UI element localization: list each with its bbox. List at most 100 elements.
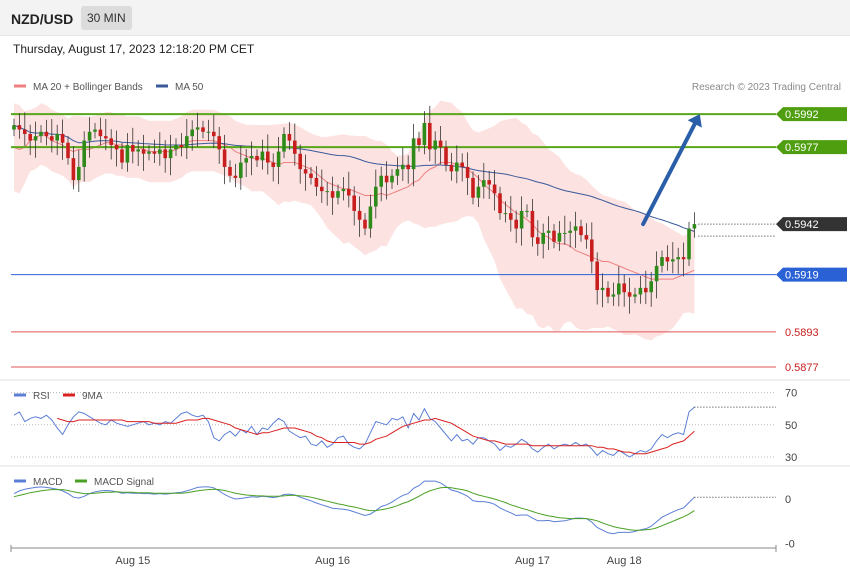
candle-body <box>104 136 108 139</box>
candle-body <box>633 294 637 297</box>
level-tag-0.5919 <box>776 267 847 282</box>
candle-body <box>174 144 178 150</box>
candle-body <box>87 131 92 141</box>
candle-body <box>222 149 227 167</box>
candle-body <box>638 287 643 295</box>
candle-body <box>476 186 481 198</box>
candle-body <box>212 131 216 137</box>
macd-tick-0: 0 <box>785 494 791 506</box>
candle-body <box>17 125 22 130</box>
candle-body <box>671 259 675 262</box>
candle-body <box>622 283 626 293</box>
copyright-text: Research © 2023 Trading Central <box>692 82 841 93</box>
candle-body <box>654 265 659 282</box>
candle-body <box>509 213 513 220</box>
candle-body <box>228 166 232 176</box>
candle-body <box>260 151 265 161</box>
candle-body <box>77 166 81 181</box>
legend-rsi-label: RSI <box>33 391 50 402</box>
candle-body <box>444 147 448 165</box>
candle-body <box>320 186 324 192</box>
rsi-ma-line <box>57 417 695 455</box>
candle-body <box>93 129 97 132</box>
candle-body <box>298 153 302 170</box>
candle-body <box>417 138 421 145</box>
candle-body <box>546 230 551 233</box>
level-label-0.5977: 0.5977 <box>785 142 819 154</box>
level-label-0.5893: 0.5893 <box>785 327 819 339</box>
level-label-0.5992: 0.5992 <box>785 109 819 121</box>
candle-body <box>12 125 16 130</box>
legend-rsi-ma-swatch <box>63 393 75 397</box>
candle-body <box>379 175 383 187</box>
candle-body <box>428 122 432 150</box>
candle-body <box>692 224 697 229</box>
candle-body <box>152 151 157 154</box>
legend-macd-signal-label: MACD Signal <box>94 477 154 488</box>
candle-body <box>114 144 119 150</box>
candle-body <box>233 175 238 178</box>
candle-body <box>330 191 335 198</box>
candle-body <box>244 158 248 163</box>
candle-body <box>131 144 135 152</box>
candle-body <box>525 210 529 212</box>
chart-header: NZD/USD 30 MIN <box>0 0 850 36</box>
candle-body <box>363 219 367 229</box>
candle-body <box>125 144 130 163</box>
candle-body <box>347 188 351 196</box>
candle-body <box>303 169 308 174</box>
candle-body <box>357 210 362 220</box>
x-tick-label: Aug 15 <box>115 555 150 567</box>
candle-body <box>552 230 556 242</box>
candle-body <box>201 127 205 132</box>
candle-body <box>611 294 616 297</box>
candle-body <box>590 239 594 262</box>
candle-body <box>422 122 427 145</box>
chart-datetime: Thursday, August 17, 2023 12:18:20 PM CE… <box>13 42 255 56</box>
candle-body <box>649 281 653 293</box>
legend-macd-swatch <box>14 479 26 483</box>
candle-body <box>676 257 680 260</box>
timeframe-badge[interactable]: 30 MIN <box>81 6 132 30</box>
candle-body <box>276 151 281 167</box>
rsi-tick-70: 70 <box>785 388 797 400</box>
rsi-line <box>13 406 695 458</box>
level-label-0.5919: 0.5919 <box>785 270 819 282</box>
candle-body <box>644 287 648 293</box>
candle-body <box>530 210 535 238</box>
candle-body <box>519 210 524 229</box>
candle-body <box>498 193 502 214</box>
candle-body <box>503 213 508 215</box>
x-tick-label: Aug 17 <box>515 555 550 567</box>
candle-body <box>271 162 275 167</box>
candle-body <box>600 287 605 291</box>
legend-macd-label: MACD <box>33 477 62 488</box>
candle-body <box>492 184 497 194</box>
candle-body <box>217 136 221 150</box>
candle-body <box>487 180 491 185</box>
candle-body <box>163 149 167 159</box>
candle-body <box>60 133 65 143</box>
candle-body <box>255 155 259 161</box>
candle-body <box>293 140 297 154</box>
forecast-arrow-shaft <box>641 121 697 227</box>
candle-body <box>249 155 254 159</box>
macd-tick-1: -0 <box>785 539 795 551</box>
candle-body <box>341 188 346 192</box>
candle-body <box>325 191 329 193</box>
candle-body <box>471 177 475 198</box>
candle-body <box>557 232 562 242</box>
candle-body <box>617 283 621 295</box>
candle-body <box>71 158 76 181</box>
x-tick-label: Aug 16 <box>315 555 350 567</box>
macd-signal-line <box>13 486 695 531</box>
legend-rsi-swatch <box>14 393 26 397</box>
candle-body <box>627 292 632 297</box>
candle-body <box>50 136 54 141</box>
candle-body <box>665 257 670 262</box>
candle-body <box>282 133 286 152</box>
candle-body <box>266 151 270 163</box>
level-tag-0.5977 <box>776 140 847 155</box>
candle-body <box>206 131 211 133</box>
